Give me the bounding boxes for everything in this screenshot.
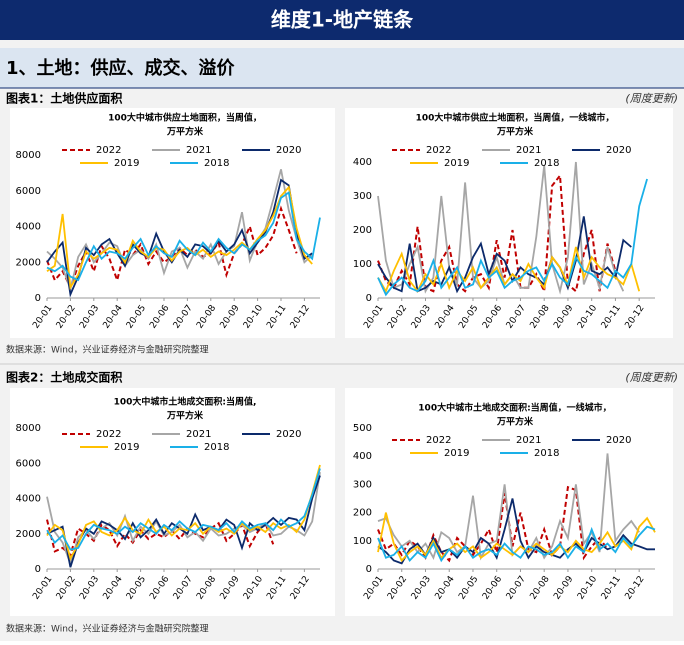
source: 数据来源：Wind，兴业证券经济与金融研究院整理 bbox=[6, 623, 209, 635]
figure-caption: 图表1：土地供应面积 bbox=[6, 91, 122, 106]
legend-label: 2022 bbox=[426, 145, 451, 156]
legend-label: 2022 bbox=[96, 145, 121, 156]
y-tick-label: 4000 bbox=[16, 222, 41, 233]
y-tick-label: 6000 bbox=[16, 458, 41, 469]
y-tick-label: 0 bbox=[366, 564, 372, 575]
series-line bbox=[377, 172, 617, 296]
legend-label: 2018 bbox=[534, 158, 559, 169]
legend-label: 2019 bbox=[114, 442, 139, 453]
y-tick-label: 2000 bbox=[16, 529, 41, 540]
legend-label: 2020 bbox=[606, 145, 631, 156]
chart-title: 100大中城市土地成交面积:当周值, bbox=[114, 396, 257, 408]
chart-title: 100大中城市供应土地面积，当周值， bbox=[108, 112, 262, 124]
y-tick-label: 6000 bbox=[16, 186, 41, 197]
series-line bbox=[46, 464, 321, 561]
y-tick-label: 200 bbox=[353, 225, 372, 236]
y-tick-label: 8000 bbox=[16, 423, 41, 434]
legend-label: 2019 bbox=[444, 448, 469, 459]
chart-title: 万平方米 bbox=[496, 416, 534, 428]
legend-label: 2018 bbox=[534, 448, 559, 459]
series-line bbox=[377, 485, 609, 563]
y-tick-label: 400 bbox=[353, 451, 372, 462]
header-title: 维度1-地产链条 bbox=[271, 8, 414, 32]
legend-label: 2021 bbox=[186, 429, 211, 440]
chart-title: 100大中城市供应土地面积，当周值，一线城市， bbox=[416, 112, 615, 124]
series-line bbox=[377, 216, 632, 294]
legend-label: 2021 bbox=[516, 435, 541, 446]
y-tick-label: 0 bbox=[35, 564, 41, 575]
series-line bbox=[46, 185, 313, 290]
source: 数据来源：Wind，兴业证券经济与金融研究院整理 bbox=[6, 344, 209, 356]
legend-label: 2020 bbox=[276, 145, 301, 156]
legend-label: 2018 bbox=[204, 442, 229, 453]
figure-note: (周度更新) bbox=[625, 371, 678, 384]
series-line bbox=[377, 161, 625, 295]
figure-note: (周度更新) bbox=[625, 92, 678, 105]
legend-label: 2021 bbox=[186, 145, 211, 156]
chart-title: 万平方米 bbox=[166, 126, 204, 138]
legend-label: 2020 bbox=[606, 435, 631, 446]
chart-title: 万平方米 bbox=[166, 410, 204, 422]
series-line bbox=[377, 178, 648, 297]
y-tick-label: 0 bbox=[35, 293, 41, 304]
chart-title: 万平方米 bbox=[496, 126, 534, 138]
legend-label: 2020 bbox=[276, 429, 301, 440]
y-tick-label: 500 bbox=[353, 423, 372, 434]
series-line bbox=[377, 525, 656, 563]
y-tick-label: 300 bbox=[353, 191, 372, 202]
y-tick-label: 200 bbox=[353, 508, 372, 519]
section-title: 1、土地：供应、成交、溢价 bbox=[6, 57, 236, 79]
legend-label: 2021 bbox=[516, 145, 541, 156]
y-tick-label: 0 bbox=[366, 293, 372, 304]
y-tick-label: 100 bbox=[353, 259, 372, 270]
series-line bbox=[46, 475, 321, 568]
legend-label: 2022 bbox=[426, 435, 451, 446]
figure-caption: 图表2：土地成交面积 bbox=[6, 370, 122, 385]
legend-label: 2018 bbox=[204, 158, 229, 169]
series-line bbox=[46, 468, 321, 551]
panel bbox=[345, 388, 673, 616]
y-tick-label: 300 bbox=[353, 479, 372, 490]
y-tick-label: 2000 bbox=[16, 257, 41, 268]
panel bbox=[10, 388, 335, 616]
y-tick-label: 4000 bbox=[16, 494, 41, 505]
chart-title: 100大中城市土地成交面积:当周值，一线城市， bbox=[418, 402, 611, 414]
section-band bbox=[0, 48, 684, 88]
panel bbox=[345, 108, 673, 338]
legend-label: 2019 bbox=[444, 158, 469, 169]
y-tick-label: 8000 bbox=[16, 150, 41, 161]
series-line bbox=[46, 190, 321, 282]
y-tick-label: 400 bbox=[353, 157, 372, 168]
y-tick-label: 100 bbox=[353, 536, 372, 547]
series-line bbox=[377, 246, 641, 294]
legend-label: 2022 bbox=[96, 429, 121, 440]
series-line bbox=[377, 512, 656, 563]
header-bar bbox=[0, 0, 684, 40]
legend-label: 2019 bbox=[114, 158, 139, 169]
